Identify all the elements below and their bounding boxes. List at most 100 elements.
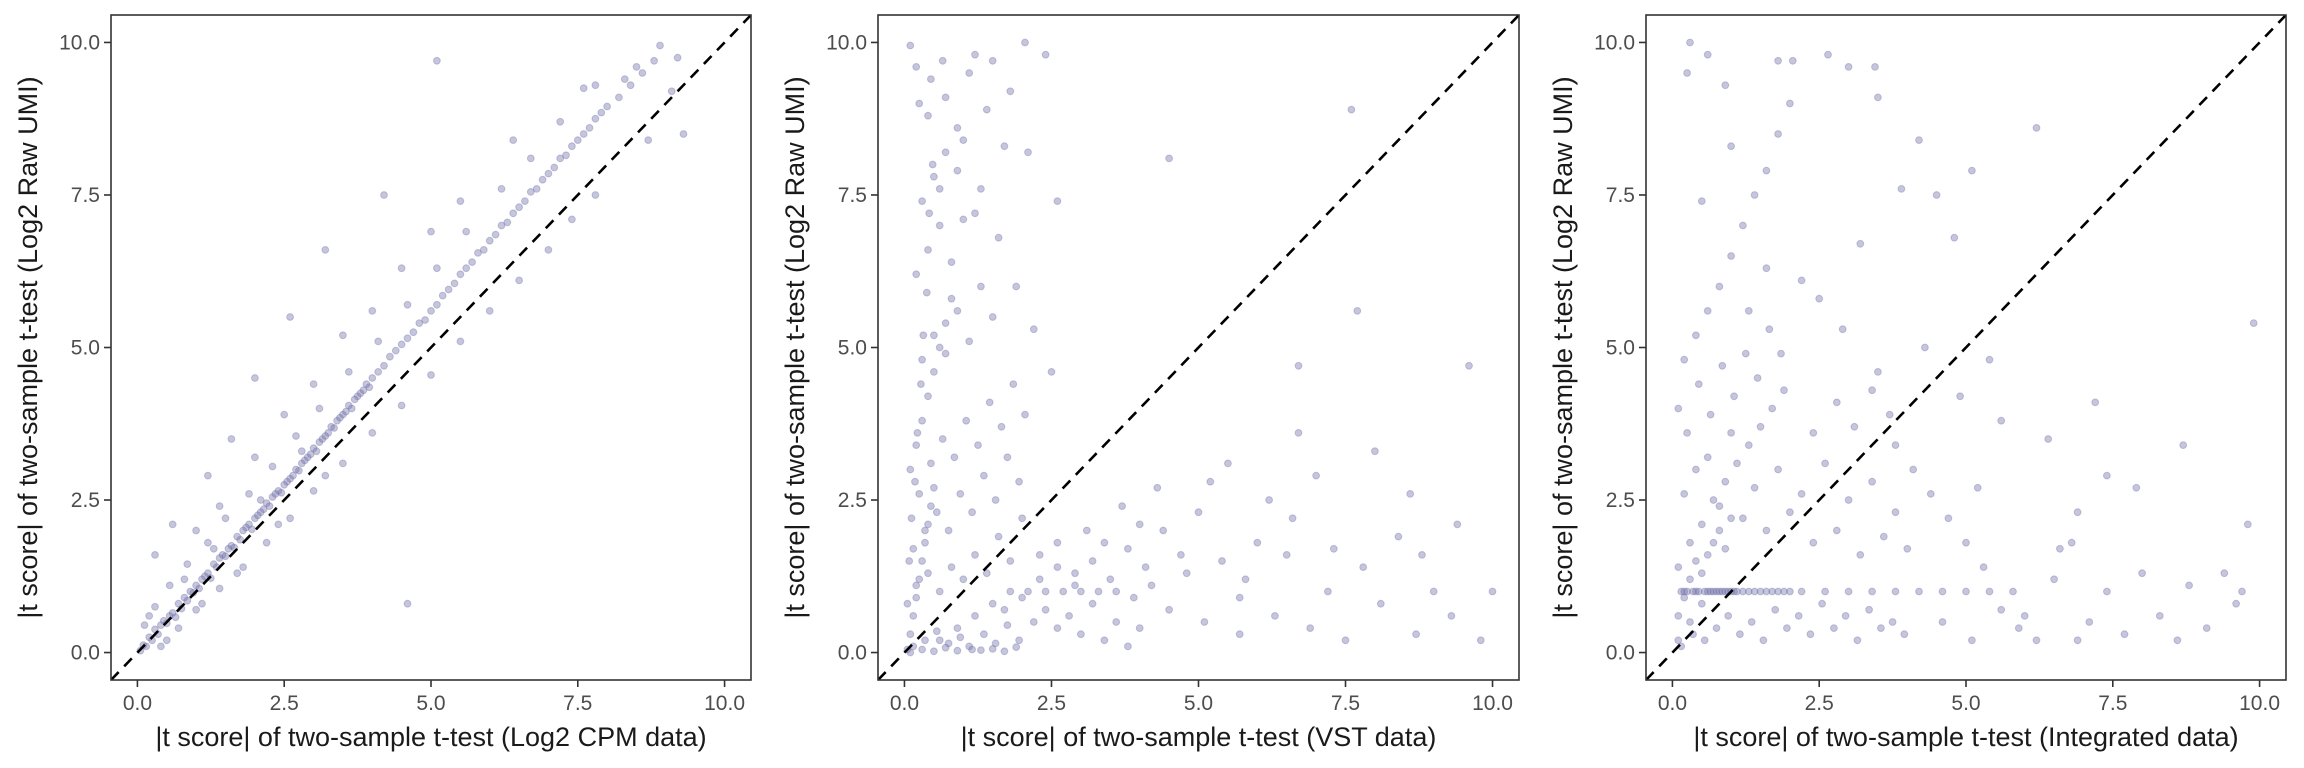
data-point: [959, 575, 968, 584]
data-point: [391, 346, 400, 355]
data-point: [924, 569, 932, 578]
data-point: [591, 114, 600, 123]
data-point: [165, 581, 174, 590]
data-point: [1029, 325, 1038, 334]
data-point: [485, 307, 494, 315]
data-point: [1874, 368, 1882, 376]
x-tick-label: 2.5: [1805, 692, 1834, 715]
data-point: [1762, 264, 1771, 273]
data-point: [573, 136, 582, 145]
data-point: [1956, 392, 1964, 401]
data-point: [1727, 252, 1735, 260]
data-point: [1003, 621, 1012, 629]
data-point: [1753, 374, 1762, 382]
data-point: [433, 264, 441, 273]
data-point: [1891, 441, 1900, 450]
data-point: [1706, 410, 1715, 419]
data-point: [242, 523, 250, 532]
data-point: [433, 56, 441, 65]
data-point: [953, 124, 962, 132]
data-point: [209, 560, 218, 568]
data-point: [201, 572, 209, 581]
data-point: [253, 511, 262, 520]
data-point: [971, 612, 979, 620]
data-point: [324, 429, 333, 437]
data-point: [1877, 624, 1885, 632]
data-point: [168, 609, 177, 617]
data-point: [145, 612, 154, 620]
data-point: [1141, 563, 1150, 571]
data-point: [297, 447, 306, 456]
data-point: [924, 520, 932, 529]
data-point: [2103, 471, 2111, 480]
x-axis-title: |t score| of two-sample t-test (Integrat…: [1693, 722, 2238, 752]
data-point: [1874, 93, 1882, 102]
data-point: [227, 435, 236, 443]
data-point: [204, 569, 212, 578]
data-point: [286, 474, 295, 483]
data-point: [1703, 453, 1712, 462]
data-point: [919, 331, 928, 340]
data-point: [935, 587, 944, 596]
data-point: [1071, 569, 1079, 578]
data-point: [271, 490, 280, 498]
data-point: [1921, 343, 1929, 352]
data-point: [1680, 593, 1689, 602]
y-tick-label: 7.5: [71, 184, 100, 207]
data-point: [1709, 538, 1718, 547]
data-point: [638, 69, 647, 77]
data-point: [988, 313, 997, 321]
data-point: [309, 444, 318, 453]
data-point: [397, 340, 406, 349]
y-tick-label: 10.0: [1594, 31, 1635, 54]
data-point: [180, 575, 189, 584]
data-point: [462, 264, 471, 273]
x-tick-label: 10.0: [1472, 692, 1513, 715]
data-point: [295, 466, 303, 475]
data-point: [1686, 618, 1694, 626]
data-point: [233, 569, 242, 578]
data-point: [1703, 50, 1712, 59]
data-point: [309, 487, 318, 495]
data-point: [915, 490, 924, 498]
data-point: [198, 575, 206, 584]
data-point: [1709, 496, 1718, 504]
data-point: [1700, 587, 1709, 596]
data-point: [1706, 587, 1715, 596]
data-point: [1774, 130, 1782, 138]
x-axis-title: |t score| of two-sample t-test (Log2 CPM…: [155, 722, 706, 752]
data-point: [221, 552, 230, 561]
data-point: [1756, 422, 1765, 431]
data-point: [1153, 483, 1162, 492]
data-point: [2179, 441, 2188, 450]
data-point: [1241, 575, 1250, 584]
data-point: [1868, 587, 1876, 596]
data-point: [353, 392, 362, 401]
identity-line: [1646, 15, 2286, 680]
data-point: [1100, 636, 1109, 645]
data-point: [597, 108, 606, 117]
data-point: [980, 471, 988, 480]
data-point: [1968, 166, 1976, 175]
data-point: [168, 520, 177, 529]
data-point: [953, 646, 962, 655]
data-point: [977, 646, 985, 654]
data-point: [503, 218, 512, 227]
data-point: [1065, 612, 1073, 620]
data-point: [365, 383, 374, 392]
data-point: [1815, 294, 1824, 303]
data-point: [912, 593, 921, 602]
data-point: [532, 185, 541, 193]
data-point: [1730, 392, 1738, 401]
data-point: [259, 505, 268, 514]
data-point: [233, 532, 242, 541]
data-point: [912, 63, 921, 71]
data-point: [1674, 636, 1683, 645]
data-point: [632, 63, 641, 71]
data-point: [1088, 557, 1097, 565]
data-point: [262, 499, 271, 508]
data-point: [1844, 63, 1853, 71]
data-point: [947, 294, 956, 303]
data-point: [1786, 99, 1794, 108]
data-point: [932, 508, 941, 517]
